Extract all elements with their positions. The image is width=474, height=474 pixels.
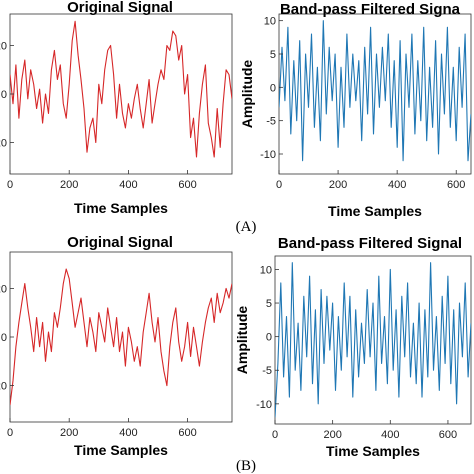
- y-tick-label: 0: [270, 82, 276, 94]
- x-tick-label: 0: [7, 427, 13, 439]
- y-tick-label: 0: [266, 332, 272, 344]
- x-tick-label: 0: [272, 429, 278, 441]
- series-line-0: [275, 262, 471, 418]
- y-tick-label: 0: [1, 332, 7, 344]
- x-tick-label: 0: [276, 179, 282, 191]
- y-tick-label: 0: [1, 89, 7, 101]
- y-axis-label: Amplitude: [234, 306, 250, 375]
- x-tick-label: 600: [178, 179, 196, 191]
- x-tick-label: 600: [439, 429, 457, 441]
- y-tick-label: -20: [0, 381, 7, 393]
- x-tick-label: 200: [60, 427, 78, 439]
- y-tick-label: 20: [0, 41, 7, 53]
- y-tick-label: -10: [256, 399, 272, 411]
- chart-title: Band-pass Filtered Signa: [280, 1, 461, 18]
- x-tick-label: 200: [60, 179, 78, 191]
- chart-A-original: 0 200 400 600 -20 0 20 Original Signal Time Samp…: [0, 0, 233, 216]
- y-tick-label: -10: [260, 149, 276, 161]
- x-tick-label: 400: [119, 427, 137, 439]
- y-tick-label: 5: [266, 298, 272, 310]
- series-line-0: [10, 268, 232, 406]
- x-axis-label: Time Samples: [326, 443, 420, 459]
- chart-A-filtered: 0 200 400 600 -10 -5 0 5 10 Band-pass Filtered Si…: [239, 1, 472, 219]
- x-tick-label: 0: [7, 179, 13, 191]
- x-axis-label: Time Samples: [328, 203, 422, 219]
- y-tick-label: -20: [0, 137, 7, 149]
- x-axis-label: Time Samples: [74, 200, 168, 216]
- x-tick-label: 600: [178, 427, 196, 439]
- chart-title: Original Signal: [67, 234, 173, 251]
- chart-title: Band-pass Filtered Signal: [278, 235, 462, 252]
- x-tick-label: 400: [119, 179, 137, 191]
- y-tick-label: -5: [262, 365, 272, 377]
- x-tick-label: 600: [447, 179, 465, 191]
- chart-title: Original Signal: [67, 0, 173, 16]
- panel-label-a: (A): [236, 219, 257, 235]
- y-tick-label: 20: [0, 283, 7, 295]
- panel-label-b: (B): [236, 458, 256, 474]
- series-line-0: [279, 20, 471, 162]
- y-tick-label: 10: [260, 264, 272, 276]
- x-tick-label: 200: [323, 429, 341, 441]
- plot-area-frame: [278, 13, 472, 175]
- x-tick-label: 200: [329, 179, 347, 191]
- y-tick-label: 5: [270, 49, 276, 61]
- y-tick-label: -5: [266, 116, 276, 128]
- chart-B-original: 0 200 400 600 -20 0 20 Original Signal Time Samp…: [0, 234, 233, 458]
- x-tick-label: 400: [388, 179, 406, 191]
- chart-B-filtered: 0 200 400 600 -10 -5 0 5 10 Band-pass Filtered Si…: [234, 235, 472, 459]
- x-tick-label: 400: [381, 429, 399, 441]
- y-tick-label: 10: [264, 16, 276, 28]
- x-axis-label: Time Samples: [74, 442, 168, 458]
- series-line-0: [10, 20, 232, 158]
- y-axis-label: Amplitude: [239, 60, 255, 129]
- plot-area-frame: [274, 255, 472, 425]
